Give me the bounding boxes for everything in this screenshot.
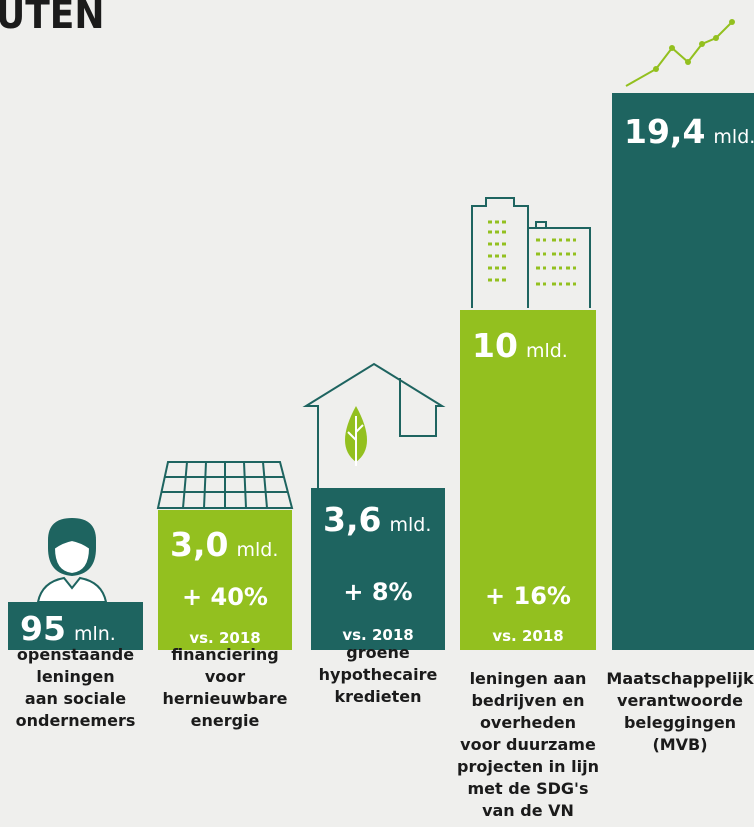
amount-value: 95 (20, 609, 66, 648)
label-line: projecten in lijn (457, 757, 599, 776)
amount-unit: mln. (74, 623, 116, 645)
label-line: hypothecaire (319, 665, 438, 684)
trend-icon (625, 19, 735, 87)
compare: vs. 2018 (492, 627, 563, 645)
label-line: groene (346, 643, 410, 662)
label-line: beleggingen (624, 713, 736, 732)
amount-unit: mld. (236, 539, 278, 561)
label-line: hernieuwbare (162, 689, 287, 708)
amount-value: 10 (472, 326, 518, 365)
person-icon (36, 518, 108, 603)
amount-unit: mld. (713, 126, 754, 148)
compare: vs. 2018 (342, 626, 413, 644)
label-line: voor (205, 667, 245, 686)
amount: 95 mln. (20, 609, 116, 648)
label-line: ondernemers (16, 711, 136, 730)
house-icon (302, 362, 446, 488)
amount: 19,4 mld. (624, 112, 754, 151)
label-line: bedrijven en (471, 691, 584, 710)
label-line: (MVB) (652, 735, 707, 754)
solar-icon (156, 461, 294, 509)
label-line: verantwoorde (617, 691, 743, 710)
change: + 8% (343, 578, 412, 606)
bar (311, 488, 445, 650)
label-line: Maatschappelijk (606, 669, 754, 688)
buildings-icon (471, 197, 591, 308)
label-line: openstaande (17, 645, 134, 664)
bar (460, 310, 596, 650)
label-line: financiering (171, 645, 278, 664)
amount-value: 19,4 (624, 112, 705, 151)
amount: 3,6 mld. (323, 500, 431, 539)
amount-unit: mld. (526, 340, 568, 362)
change: + 40% (182, 583, 268, 611)
bar (158, 510, 292, 650)
amount-value: 3,6 (323, 500, 381, 539)
label-line: leningen aan (470, 669, 587, 688)
label-line: overheden (480, 713, 576, 732)
change: + 16% (485, 582, 571, 610)
amount-unit: mld. (389, 514, 431, 536)
label-line: energie (191, 711, 260, 730)
label-line: aan sociale (25, 689, 126, 708)
label-line: van de VN (482, 801, 574, 820)
title: UTEN (0, 0, 104, 38)
bar (612, 93, 754, 650)
label-line: voor duurzame (460, 735, 596, 754)
label-line: leningen (36, 667, 114, 686)
amount-value: 3,0 (170, 525, 228, 564)
bar (8, 602, 143, 650)
amount: 10 mld. (472, 326, 568, 365)
label-line: kredieten (334, 687, 421, 706)
compare: vs. 2018 (189, 629, 260, 647)
label-line: met de SDG's (468, 779, 589, 798)
amount: 3,0 mld. (170, 525, 278, 564)
